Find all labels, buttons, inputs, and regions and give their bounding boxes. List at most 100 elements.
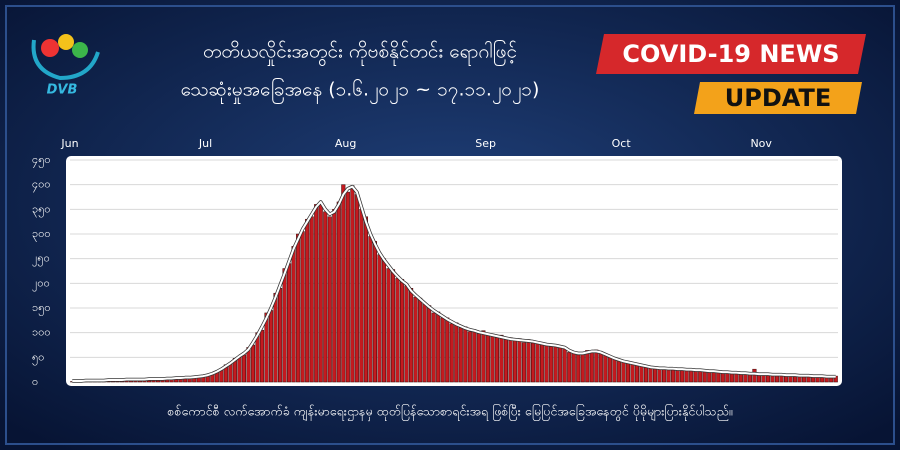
x-tick-label: Nov: [750, 137, 772, 150]
bar: [422, 303, 427, 383]
bar: [720, 372, 725, 383]
bar: [666, 369, 671, 383]
logo-dot: [72, 42, 88, 58]
badge-box: [596, 34, 866, 74]
bar: [332, 209, 337, 383]
x-tick-label: Oct: [612, 137, 632, 150]
bar: [268, 310, 274, 383]
bar: [436, 311, 441, 383]
bar: [305, 218, 310, 383]
frame: [5, 5, 895, 445]
bar: [390, 269, 396, 383]
bar: [282, 268, 287, 383]
x-tick-label: Aug: [335, 137, 356, 150]
bar: [327, 216, 332, 383]
plot-area: [66, 156, 842, 386]
bar: [381, 258, 387, 383]
bar: [729, 372, 734, 383]
bar: [440, 317, 445, 383]
bar: [291, 246, 296, 383]
bar: [354, 194, 359, 383]
bar: [287, 263, 292, 383]
bar: [449, 323, 454, 383]
line: [72, 185, 836, 383]
logo-text: DVB: [47, 83, 78, 98]
bar: [589, 352, 594, 383]
bar: [372, 241, 377, 383]
bar: [219, 369, 224, 383]
bar: [445, 317, 450, 383]
bar: [625, 361, 630, 383]
bar: [535, 341, 540, 383]
bar: [368, 236, 373, 383]
bar: [675, 369, 680, 383]
bar: [540, 344, 545, 383]
bar: [336, 201, 341, 383]
bar: [413, 296, 418, 383]
bar: [458, 327, 463, 383]
badge-box: [694, 82, 862, 114]
y-tick-label: ၃၀၀: [32, 227, 51, 242]
bar: [594, 349, 599, 383]
bar: [752, 368, 757, 383]
bar: [598, 353, 603, 383]
bar: [350, 185, 355, 383]
badge-text: COVID-19 NEWS: [622, 40, 839, 68]
bar: [576, 354, 581, 383]
bar: [833, 375, 838, 383]
y-tick-label: ၁၅၀: [32, 301, 51, 316]
x-tick-label: Jul: [198, 137, 212, 150]
bar: [404, 285, 409, 383]
x-tick-label: Jun: [60, 137, 78, 150]
y-tick-label: ၅၀: [32, 350, 44, 365]
bar: [399, 279, 405, 383]
bar: [693, 370, 698, 383]
bar: [273, 292, 278, 383]
y-tick-label: ၀: [32, 375, 38, 388]
bar: [418, 297, 423, 383]
bar: [309, 216, 314, 383]
bar: [738, 373, 743, 383]
bar: [314, 204, 319, 383]
y-tick-label: ၂၅၀: [32, 252, 50, 267]
bar: [467, 331, 472, 383]
y-tick-label: ၃၅၀: [32, 202, 51, 217]
bar: [386, 268, 391, 383]
bar: [228, 363, 233, 383]
bar: [476, 333, 481, 383]
bar: [580, 352, 585, 383]
bar: [296, 233, 301, 383]
bar: [264, 312, 269, 383]
bar: [341, 184, 346, 383]
chart-title: တတိယလှိုင်းအတွင်း ကိုဗစ်နိုင်တင်း ရောဂါဖ…: [203, 39, 517, 67]
bar: [494, 337, 499, 383]
bar: [237, 357, 242, 383]
bar: [427, 305, 432, 383]
bar: [571, 351, 576, 383]
bar: [512, 340, 518, 383]
bar: [630, 363, 635, 383]
x-tick-label: Sep: [475, 137, 496, 150]
bar: [585, 350, 590, 383]
bar: [612, 359, 617, 383]
footnote: စစ်ကောင်စီ လက်အောက်ခံ ကျန်းမာရေးဌာနမှ ထု…: [167, 403, 732, 422]
bar: [553, 344, 558, 383]
bar: [323, 211, 328, 383]
bar: [345, 191, 350, 383]
y-tick-label: ၁၀၀: [32, 326, 51, 339]
bar: [481, 330, 486, 383]
bar: [278, 288, 283, 383]
bar: [503, 339, 509, 383]
bar: [558, 347, 563, 383]
bar: [508, 337, 513, 383]
y-tick-label: ၂၀၀: [32, 276, 50, 291]
logo-swoosh: [31, 39, 100, 81]
bar: [250, 344, 256, 383]
bar: [521, 342, 527, 383]
bar: [639, 365, 644, 383]
logo: DVB: [31, 34, 100, 98]
bar: [377, 254, 382, 383]
bar: [702, 371, 707, 383]
bar: [657, 368, 662, 383]
